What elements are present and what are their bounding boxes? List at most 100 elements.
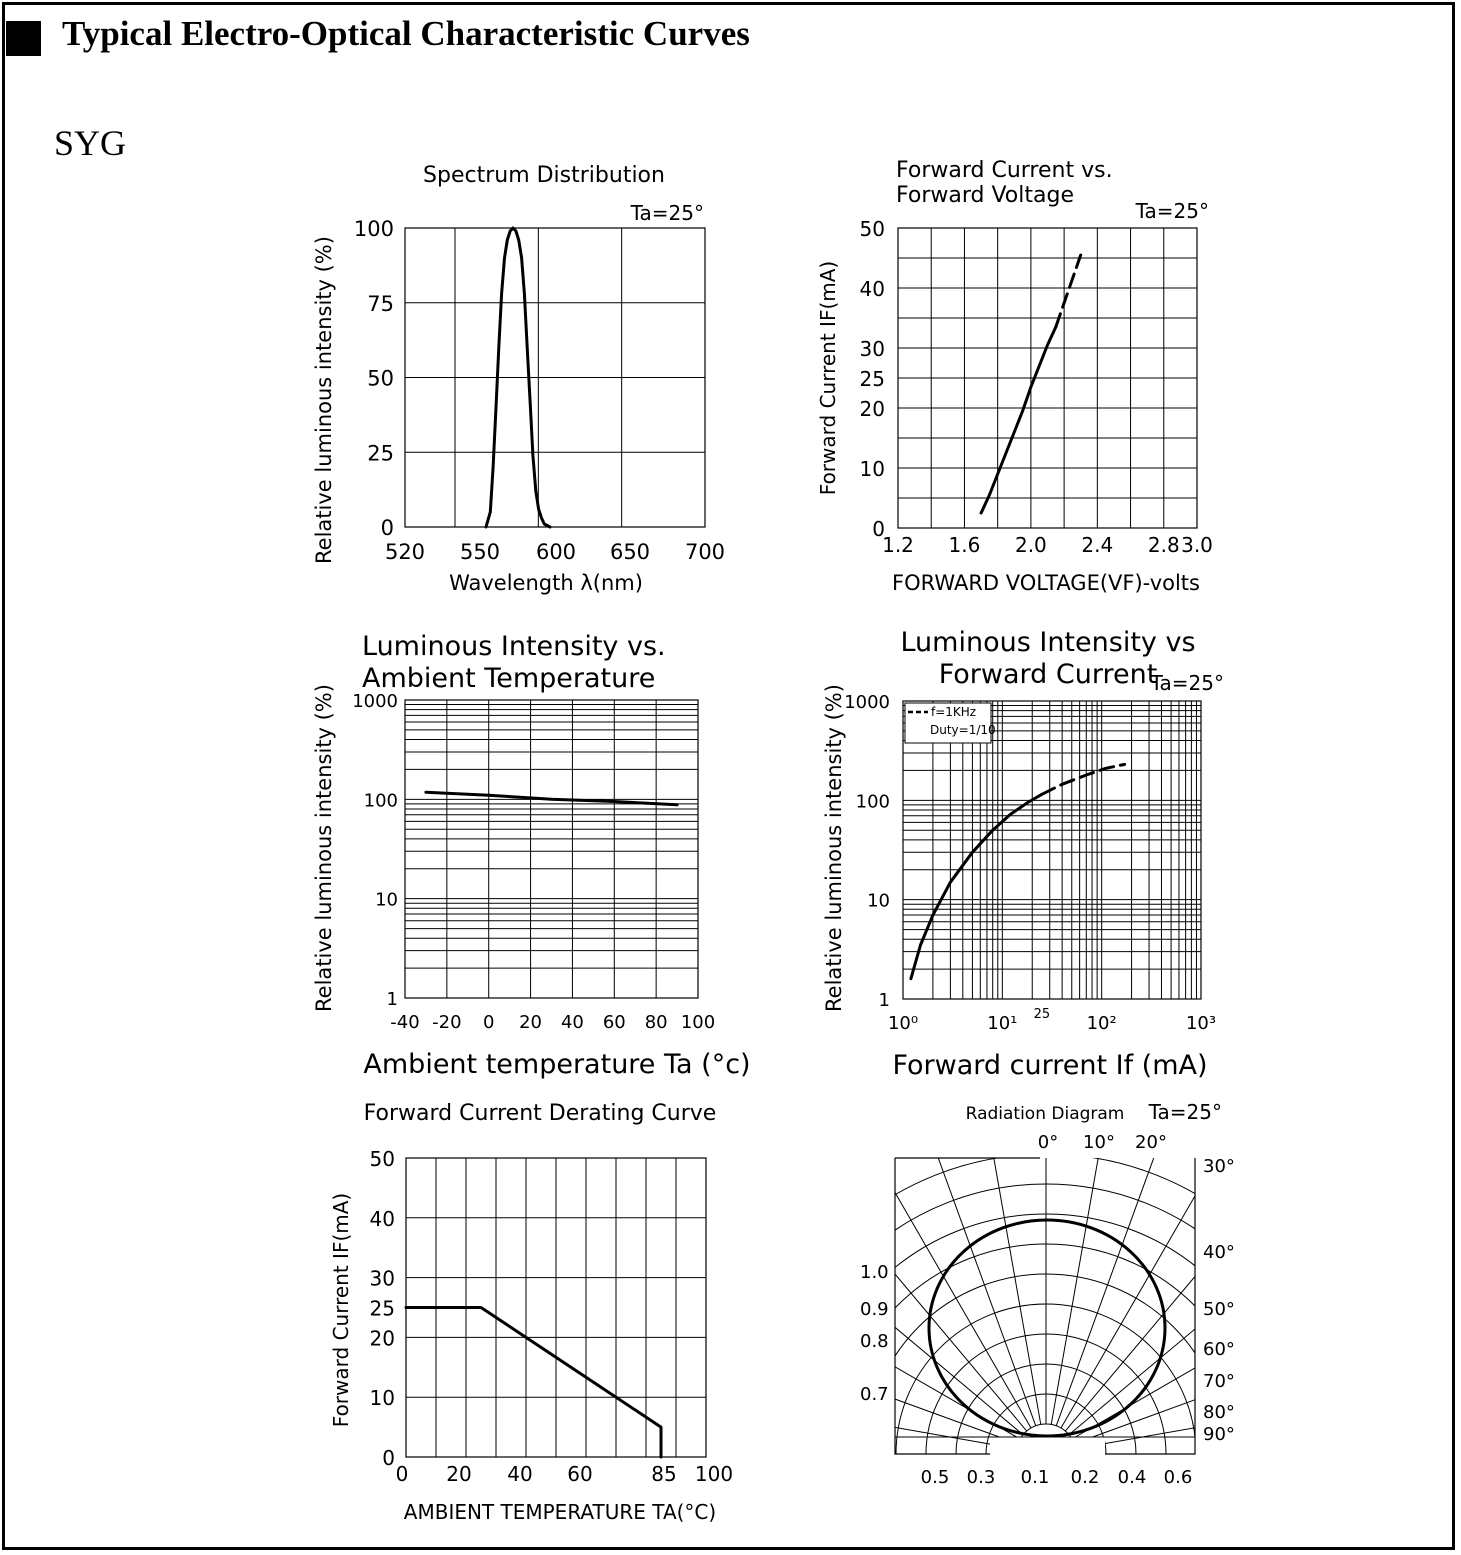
derating-y-tick-label: 50	[370, 1147, 395, 1171]
spectrum-x-tick-label: 550	[460, 540, 500, 564]
radiation-spoke	[1071, 1367, 1195, 1440]
iv-y-tick-label: 50	[860, 217, 885, 241]
iv-x-tick-label: 2.8	[1148, 533, 1180, 557]
variant-label: SYG	[54, 123, 127, 163]
radiation-angle-label: 40°	[1203, 1242, 1235, 1263]
radiation-angle-label: 10°	[1083, 1132, 1115, 1153]
radiation-bottom-label: 0.4	[1118, 1467, 1147, 1488]
spectrum-condition: Ta=25°	[630, 201, 704, 225]
li-x-tick-label: 25	[1034, 1007, 1051, 1022]
derating-series-0-line	[404, 1306, 663, 1459]
spectrum-series-0-line	[484, 226, 552, 529]
radiation-spoke	[1074, 1399, 1195, 1445]
temp-title-line-1: Ambient Temperature	[362, 663, 655, 694]
iv-y-tick-label: 20	[860, 397, 885, 421]
radiation-bottom-label: 0.6	[1164, 1467, 1193, 1488]
radiation-spoke	[895, 1398, 1018, 1445]
temp-x-tick-label: 0	[483, 1012, 494, 1033]
radiation-spoke	[1060, 1194, 1195, 1429]
radiation-grid	[895, 1158, 1195, 1454]
iv-x-tick-label: 2.0	[1015, 533, 1047, 557]
temp-x-tick-label: 40	[561, 1012, 584, 1033]
radiation-spoke	[993, 1158, 1042, 1425]
radiation-spoke	[1068, 1328, 1195, 1436]
derating-y-tick-label: 25	[370, 1297, 395, 1321]
radiation-spoke	[1075, 1427, 1195, 1450]
radiation-title: Radiation Diagram	[966, 1104, 1125, 1124]
li-condition: Ta=25°	[1150, 671, 1224, 695]
radiation-radial-label: 1.0	[860, 1262, 889, 1283]
radiation-bottom-label: 0.2	[1071, 1467, 1100, 1488]
temp-y-tick-label: 1000	[352, 691, 398, 712]
radiation-angle-label: 0°	[1038, 1132, 1058, 1153]
li-y-tick-label: 10	[867, 891, 890, 912]
temp-x-tick-label: 80	[645, 1012, 668, 1033]
radiation-condition: Ta=25°	[1148, 1100, 1222, 1124]
temp-x-axis-label: Ambient temperature Ta (°c)	[363, 1049, 750, 1080]
spectrum-x-axis-label: Wavelength λ(nm)	[449, 571, 643, 595]
iv-y-tick-label: 10	[860, 457, 885, 481]
iv-x-axis-label: FORWARD VOLTAGE(VF)-volts	[892, 571, 1200, 595]
derating-y-tick-label: 20	[370, 1326, 395, 1350]
li-series-0-line	[909, 792, 1044, 981]
derating-x-tick-label: 100	[695, 1462, 733, 1486]
page-title: Typical Electro-Optical Characteristic C…	[62, 14, 750, 53]
derating-x-tick-label: 40	[507, 1462, 532, 1486]
temp-x-tick-label: -40	[390, 1012, 419, 1033]
spectrum-x-tick-label: 600	[536, 540, 576, 564]
radiation-series-0-lobe	[927, 1218, 1167, 1438]
iv-chart: 1.2 1.6 2.0 2.4 2.8 3.0 0 10 20 25 30 40 50 Forward C…	[816, 158, 1213, 595]
radiation-bottom-label: 0.3	[967, 1467, 996, 1488]
derating-x-axis-label: AMBIENT TEMPERATURE TA(°C)	[404, 1500, 716, 1524]
li-legend-entry: Duty=1/10	[930, 723, 996, 737]
li-y-axis-label: Relative luminous intensity (%)	[822, 684, 846, 1012]
derating-y-tick-label: 0	[382, 1446, 395, 1470]
spectrum-y-axis-label: Relative luminous intensity (%)	[312, 236, 336, 564]
derating-y-tick-label: 30	[370, 1267, 395, 1291]
temp-plot-frame	[404, 699, 699, 999]
iv-y-tick-label: 30	[860, 337, 885, 361]
li-legend-box	[904, 702, 992, 744]
iv-x-tick-label: 2.4	[1081, 533, 1113, 557]
radiation-spoke	[895, 1326, 1024, 1436]
radiation-angle-label: 50°	[1203, 1299, 1235, 1320]
li-x-tick-label: 10⁰	[888, 1013, 918, 1034]
li-title-line-0: Luminous Intensity vs	[900, 627, 1195, 658]
li-y-tick-label: 1	[879, 990, 890, 1011]
li-x-axis-label: Forward current If (mA)	[892, 1050, 1207, 1081]
radiation-bottom-label: 0.1	[1021, 1467, 1050, 1488]
spectrum-y-tick-label: 75	[367, 292, 394, 316]
derating-x-tick-label: 20	[446, 1462, 471, 1486]
radiation-frame-sides	[894, 1158, 1196, 1455]
temp-y-axis-label: Relative luminous intensity (%)	[312, 684, 336, 1012]
li-title-line-1: Forward Current	[939, 659, 1158, 690]
derating-title: Forward Current Derating Curve	[364, 1101, 717, 1126]
temp-x-tick-label: 60	[603, 1012, 626, 1033]
iv-x-tick-label: 3.0	[1181, 533, 1213, 557]
spectrum-y-tick-label: 0	[381, 516, 394, 540]
temp-title-line-0: Luminous Intensity vs.	[362, 631, 666, 662]
temp-chart: -40 -20 0 20 40 60 80 100 1 10 100 1000 Luminous Int…	[312, 631, 751, 1080]
derating-y-tick-label: 10	[370, 1386, 395, 1410]
radiation-chart: Radiation Diagram Ta=25° 0° 10° 20° 30° 40° 50°…	[860, 1100, 1235, 1488]
derating-y-tick-label: 40	[370, 1207, 395, 1231]
iv-condition: Ta=25°	[1135, 199, 1209, 223]
spectrum-x-tick-label: 650	[610, 540, 650, 564]
derating-y-axis-label: Forward Current IF(mA)	[329, 1193, 353, 1427]
spectrum-chart: 520 550 600 650 700 0 25 50 75 100 Spectrum Distri…	[312, 163, 725, 595]
radiation-spoke	[895, 1366, 1021, 1440]
radiation-angle-label: 60°	[1203, 1339, 1235, 1360]
iv-series-1-line	[1054, 253, 1083, 329]
derating-x-tick-label: 60	[567, 1462, 592, 1486]
radiation-lobe-mask	[990, 1437, 1105, 1455]
radiation-radial-label: 0.9	[860, 1299, 889, 1320]
temp-x-tick-label: 20	[519, 1012, 542, 1033]
temp-y-tick-label: 100	[364, 790, 398, 811]
radiation-radial-label: 0.8	[860, 1331, 889, 1352]
radiation-bottom-label: 0.5	[921, 1467, 950, 1488]
li-series-1-line	[1040, 762, 1127, 796]
iv-x-tick-label: 1.6	[949, 533, 981, 557]
derating-x-tick-label: 85	[651, 1462, 676, 1486]
radiation-spoke	[1064, 1275, 1195, 1432]
